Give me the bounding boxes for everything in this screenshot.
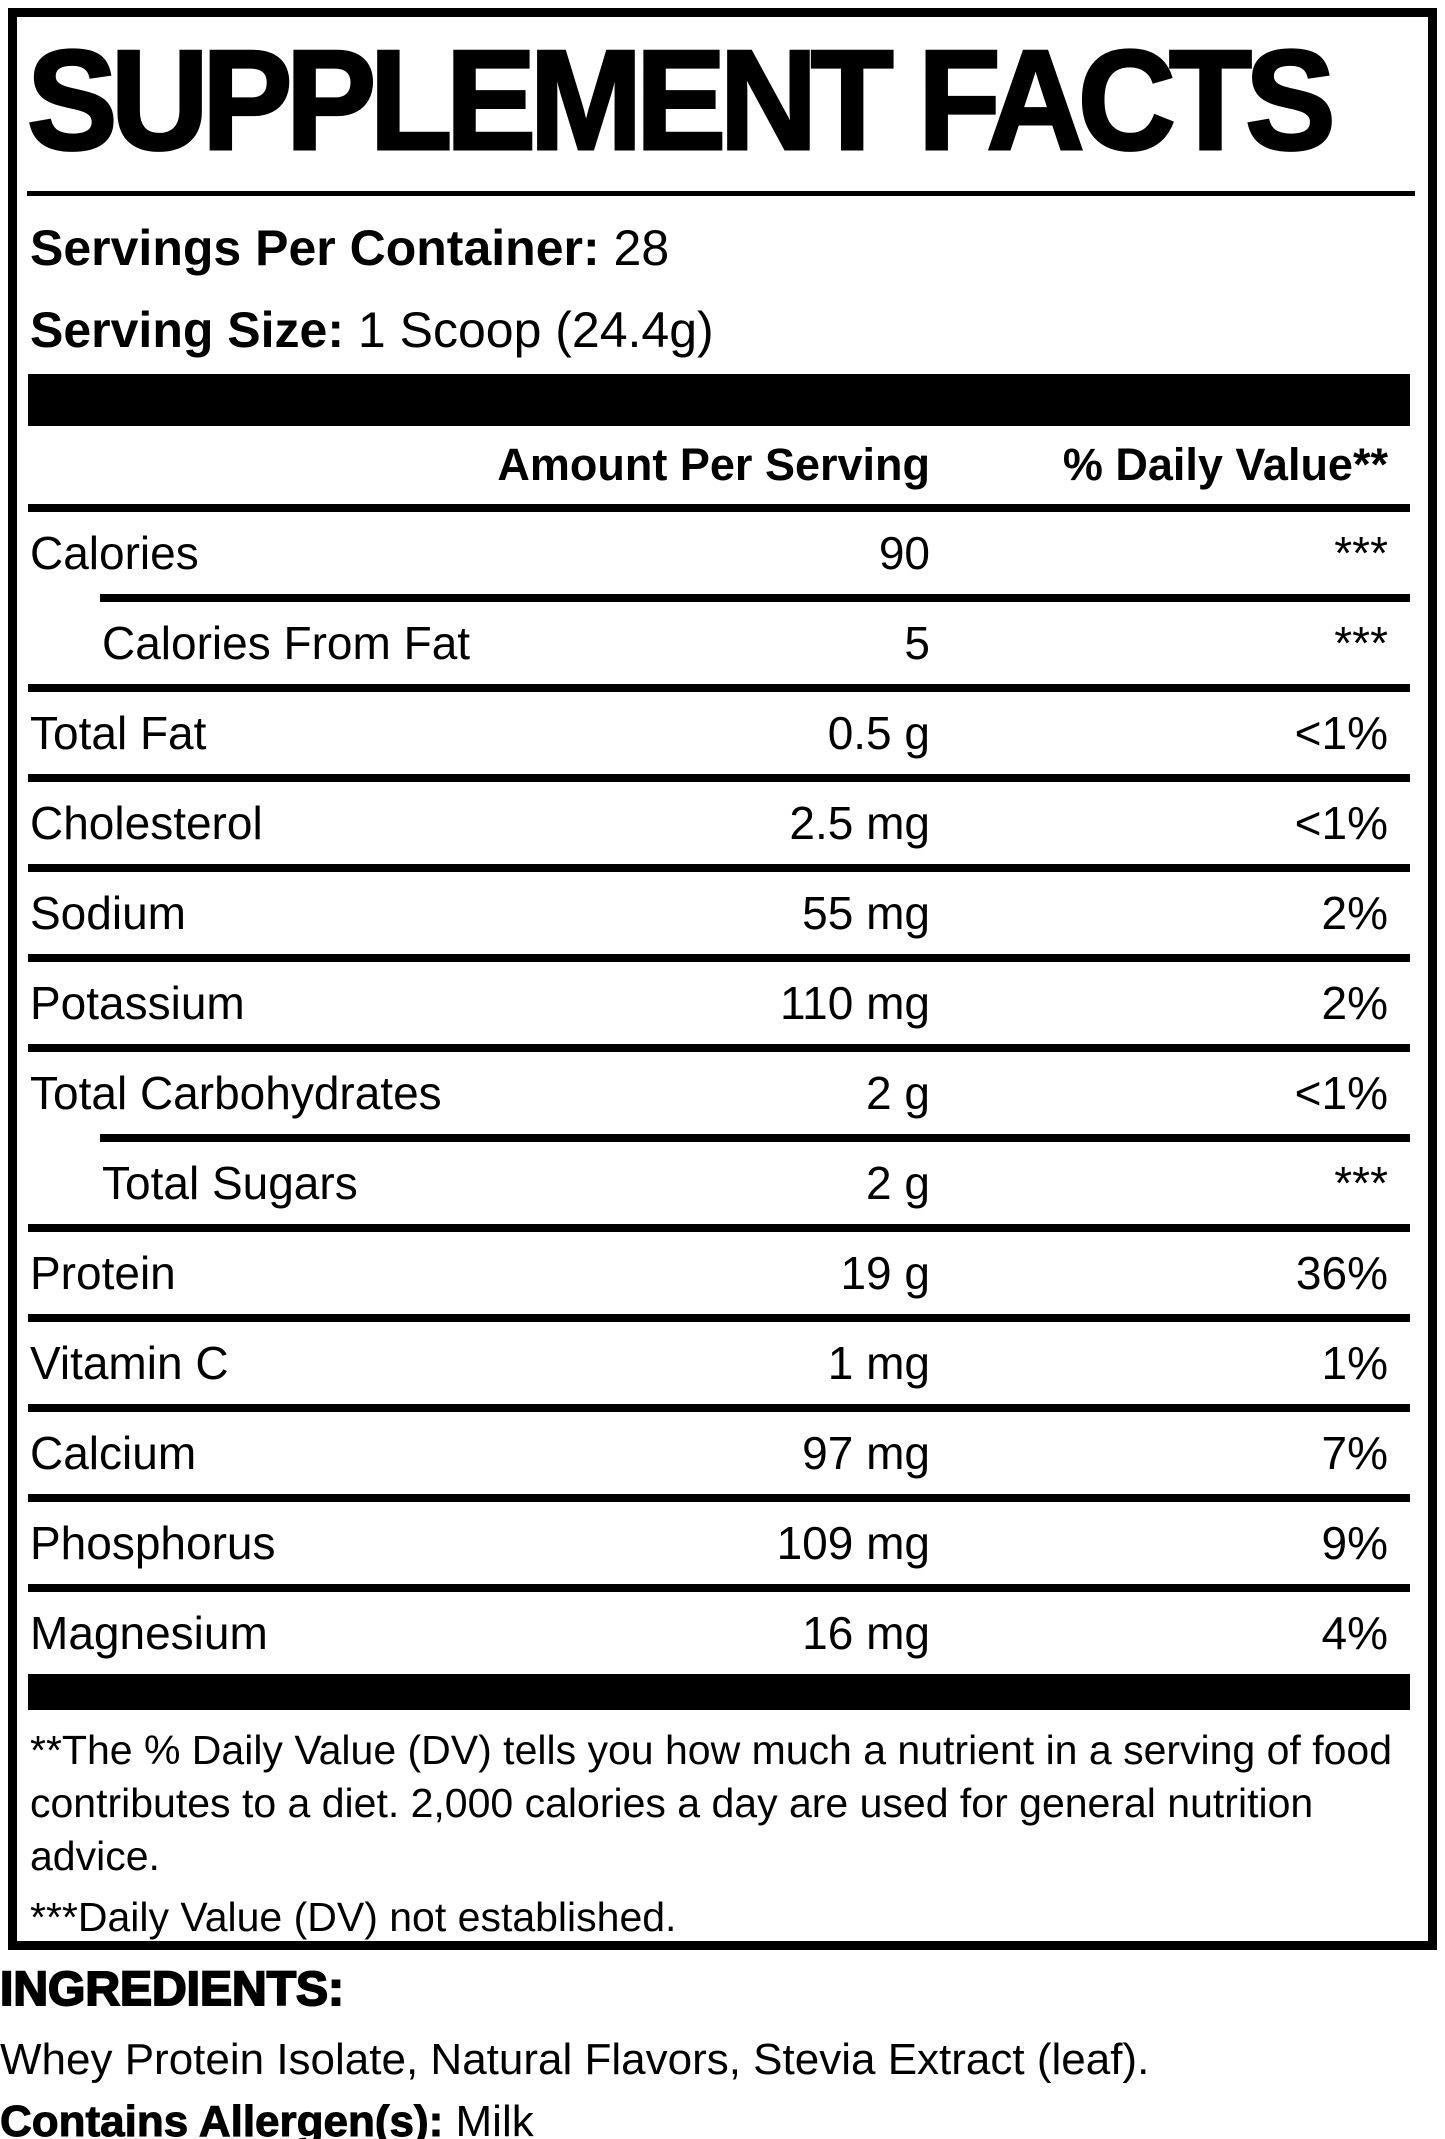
nutrient-dv: 1% [1321,1337,1388,1389]
servings-per-container-line: Servings Per Container: 28 [30,220,1415,276]
row-rule [28,1224,1410,1232]
row-rule [28,1584,1410,1592]
nutrient-row: Protein 19 g 36% [28,1232,1410,1314]
nutrient-row: Potassium 110 mg 2% [28,962,1410,1044]
nutrient-row: Phosphorus 109 mg 9% [28,1502,1410,1584]
ingredients-list: Whey Protein Isolate, Natural Flavors, S… [0,2035,1150,2084]
separator-bar-top [28,374,1410,426]
nutrient-row: Calories From Fat 5 *** [28,602,1410,684]
allergen-line: Contains Allergen(s): Milk [0,2097,1445,2139]
facts-table: Amount Per Serving % Daily Value** Calor… [28,426,1410,1674]
nutrient-dv: 4% [1321,1607,1388,1659]
nutrient-dv: *** [1334,527,1388,579]
nutrient-name: Vitamin C [30,1337,229,1389]
nutrient-amount: 2 g [866,1067,930,1119]
nutrient-row: Total Fat 0.5 g <1% [28,692,1410,774]
nutrient-name: Cholesterol [30,797,263,849]
row-rule [28,864,1410,872]
nutrient-amount: 5 [904,617,930,669]
row-rule [100,594,1410,602]
footnote-dv-not-established: ***Daily Value (DV) not established. [30,1894,677,1940]
nutrient-amount: 16 mg [802,1607,930,1659]
nutrient-amount: 19 g [840,1247,930,1299]
ingredients-heading: INGREDIENTS: [0,1962,345,2017]
nutrient-amount: 2.5 mg [789,797,930,849]
facts-table-rows: Calories 90 *** Calories From Fat 5 *** … [28,512,1410,1674]
header-dv-column: % Daily Value** [1062,439,1388,490]
servings-per-container-label: Servings Per Container: [30,220,600,276]
nutrient-dv: 9% [1321,1517,1388,1569]
ingredients-section: INGREDIENTS: Whey Protein Isolate, Natur… [0,1962,1445,2139]
nutrient-row: Calories 90 *** [28,512,1410,594]
nutrient-dv: 2% [1321,887,1388,939]
facts-header-row: Amount Per Serving % Daily Value** [28,426,1410,504]
row-rule [100,1134,1410,1142]
serving-size-value: 1 Scoop (24.4g) [357,302,714,358]
allergen-value: Milk [455,2097,534,2139]
nutrient-amount: 2 g [866,1157,930,1209]
nutrient-amount: 109 mg [776,1517,930,1569]
separator-bar-bottom [28,1674,1410,1710]
nutrient-amount: 0.5 g [827,707,930,759]
nutrient-dv: 2% [1321,977,1388,1029]
nutrient-name: Phosphorus [30,1517,276,1569]
nutrient-dv: *** [1334,1157,1388,1209]
nutrient-name: Total Carbohydrates [30,1067,442,1119]
nutrient-amount: 97 mg [802,1427,930,1479]
nutrient-name: Calories [30,527,199,579]
header-amount-column: Amount Per Serving [497,439,930,490]
row-rule [28,684,1410,692]
nutrient-name: Sodium [30,887,186,939]
nutrient-name: Potassium [30,977,245,1029]
serving-size-line: Serving Size: 1 Scoop (24.4g) [30,302,1415,358]
nutrient-name: Calories From Fat [102,617,471,669]
row-rule [28,1044,1410,1052]
nutrient-dv: <1% [1294,707,1388,759]
row-rule [28,1494,1410,1502]
nutrient-row: Total Sugars 2 g *** [28,1142,1410,1224]
nutrient-row: Calcium 97 mg 7% [28,1412,1410,1494]
footnotes: **The % Daily Value (DV) tells you how m… [30,1724,1408,1941]
nutrient-row: Vitamin C 1 mg 1% [28,1322,1410,1404]
row-rule [28,1404,1410,1412]
nutrient-dv: *** [1334,617,1388,669]
nutrient-amount: 1 mg [827,1337,930,1389]
nutrient-dv: <1% [1294,797,1388,849]
label-title: SUPPLEMENT FACTS [26,21,1338,180]
nutrient-row: Cholesterol 2.5 mg <1% [28,782,1410,864]
row-rule [28,1314,1410,1322]
nutrient-amount: 55 mg [802,887,930,939]
serving-size-label: Serving Size: [30,302,344,358]
footnote-dv-explanation: **The % Daily Value (DV) tells you how m… [30,1727,1393,1879]
supplement-label-box: SUPPLEMENT FACTS Servings Per Container:… [8,8,1437,1950]
nutrient-row: Total Carbohydrates 2 g <1% [28,1052,1410,1134]
nutrient-dv: <1% [1294,1067,1388,1119]
nutrient-dv: 36% [1295,1247,1388,1299]
nutrient-name: Protein [30,1247,176,1299]
nutrient-name: Total Sugars [102,1157,358,1209]
nutrient-amount: 90 [878,527,930,579]
title-divider [27,191,1415,196]
nutrient-dv: 7% [1321,1427,1388,1479]
nutrient-amount: 110 mg [779,977,930,1029]
nutrient-name: Total Fat [30,707,207,759]
allergen-label: Contains Allergen(s): [0,2097,444,2139]
nutrient-name: Magnesium [30,1607,268,1659]
row-rule [28,774,1410,782]
label-content: SUPPLEMENT FACTS Servings Per Container:… [17,21,1428,1941]
nutrient-name: Calcium [30,1427,197,1479]
nutrient-row: Sodium 55 mg 2% [28,872,1410,954]
row-rule [28,954,1410,962]
header-rule [28,504,1410,512]
servings-per-container-value: 28 [613,220,670,276]
nutrient-row: Magnesium 16 mg 4% [28,1592,1410,1674]
